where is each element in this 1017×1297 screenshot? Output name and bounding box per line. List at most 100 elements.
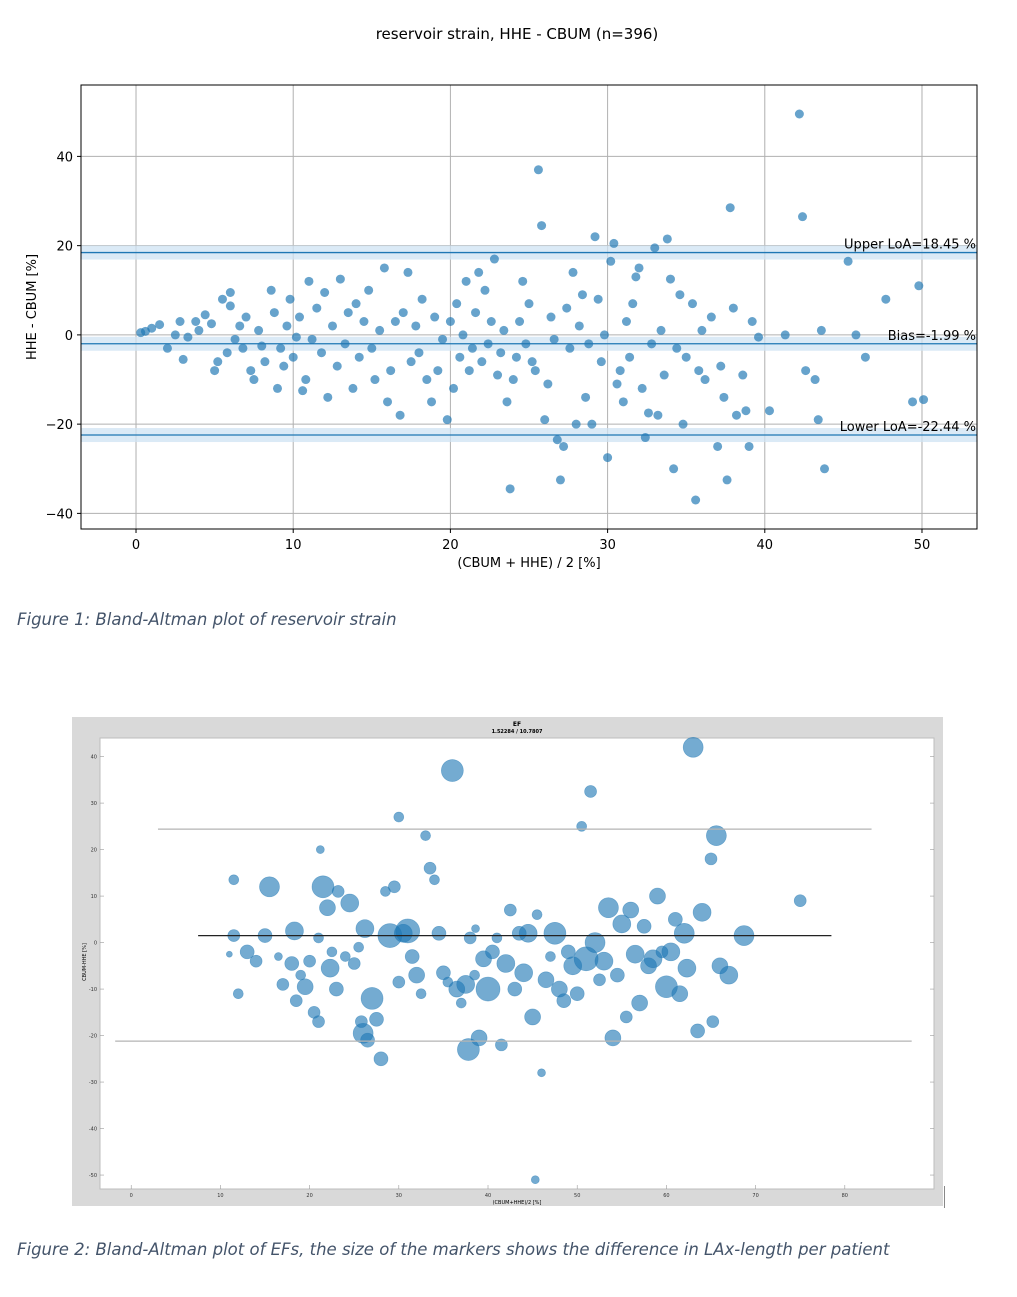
data-point [463, 931, 477, 945]
data-point [395, 918, 421, 944]
data-point [820, 464, 830, 474]
data-point [335, 274, 345, 284]
data-point [697, 325, 707, 335]
data-point [259, 876, 280, 898]
y-tick-label: −20 [46, 418, 73, 433]
data-point [375, 325, 385, 335]
data-point [719, 392, 729, 402]
figure-2-data-points [226, 736, 807, 1185]
data-point [507, 981, 523, 997]
data-point [619, 1010, 633, 1024]
figure-1-bland-altman-chart: reservoir strain, HHE - CBUM (n=396) Upp… [25, 25, 978, 571]
data-point [288, 352, 298, 362]
data-point [279, 361, 289, 371]
data-point [423, 861, 437, 875]
y-tick-label: -20 [89, 1034, 97, 1040]
data-point [518, 276, 528, 286]
data-point [348, 383, 358, 393]
data-point [609, 238, 619, 248]
x-tick-label: 60 [663, 1193, 669, 1199]
data-point [569, 986, 585, 1002]
data-point [228, 874, 240, 886]
data-point [584, 785, 597, 798]
data-point [312, 303, 322, 313]
data-point [491, 932, 503, 944]
data-point [672, 343, 682, 353]
data-point [636, 919, 652, 934]
data-point [276, 343, 286, 353]
data-point [464, 366, 474, 376]
figure-1-y-axis-label: HHE - CBUM [%] [25, 254, 40, 360]
data-point [577, 290, 587, 300]
y-tick-label: 0 [65, 329, 73, 344]
data-point [661, 942, 681, 962]
data-point [329, 981, 344, 997]
data-point [226, 950, 233, 958]
data-point [704, 852, 718, 866]
data-point [147, 323, 157, 333]
x-tick-label: 50 [574, 1193, 580, 1199]
data-point [706, 825, 727, 846]
data-point [458, 330, 468, 340]
data-point [304, 276, 314, 286]
data-point [191, 317, 201, 327]
data-point [537, 1068, 546, 1078]
data-point [631, 272, 641, 282]
data-point [471, 924, 480, 933]
data-point [671, 985, 689, 1003]
data-point [449, 383, 459, 393]
figure-1-line-labels: Upper LoA=18.45 % Bias=-1.99 % Lower LoA=-… [840, 238, 976, 435]
data-point [691, 495, 701, 505]
data-point [477, 357, 487, 367]
data-point [238, 343, 248, 353]
data-point [493, 370, 503, 380]
x-tick-label: 70 [752, 1193, 758, 1199]
data-point [340, 893, 360, 913]
data-point [467, 343, 477, 353]
data-point [285, 921, 304, 941]
data-point [780, 330, 790, 340]
data-point [249, 954, 263, 968]
data-point [596, 357, 606, 367]
data-point [590, 232, 600, 242]
data-point [355, 919, 375, 938]
data-point [239, 944, 255, 960]
data-point [618, 397, 628, 407]
data-point [359, 317, 369, 327]
data-point [508, 375, 518, 385]
data-point [210, 366, 220, 376]
data-point [339, 951, 351, 962]
data-point [495, 1038, 508, 1052]
data-point [155, 320, 165, 330]
data-point [254, 325, 264, 335]
data-point [594, 951, 614, 971]
data-point [530, 1175, 540, 1185]
figure-2-panel: EF 1.52284 / 10.7807 0 10 20 30 40 50 60 70 80 -… [72, 717, 943, 1206]
data-point [298, 386, 308, 396]
data-point [367, 343, 377, 353]
figure-2-x-ticks: 0 10 20 30 40 50 60 70 80 [130, 1185, 848, 1199]
data-point [524, 299, 534, 309]
data-point [673, 922, 695, 944]
x-tick-label: 20 [442, 538, 459, 553]
data-point [422, 375, 432, 385]
data-point [518, 923, 538, 943]
data-point [559, 441, 569, 451]
figure-2-y-ticks: -50 -40 -30 -20 -10 0 10 20 30 40 [89, 755, 934, 1179]
data-point [631, 994, 648, 1012]
data-point [429, 874, 440, 886]
data-point [331, 885, 345, 898]
data-point [650, 243, 660, 253]
figure-1-plot-frame [80, 84, 978, 530]
data-point [669, 464, 679, 474]
data-point [276, 978, 290, 991]
data-point [568, 267, 578, 277]
data-point [285, 294, 295, 304]
data-point [230, 334, 240, 344]
figure-2-bland-altman-chart: EF 1.52284 / 10.7807 0 10 20 30 40 50 60 70 80 -… [82, 721, 935, 1206]
data-point [521, 339, 531, 349]
data-point [634, 263, 644, 273]
x-tick-label: 10 [217, 1193, 223, 1199]
x-tick-label: 40 [757, 538, 774, 553]
data-point [317, 348, 327, 358]
